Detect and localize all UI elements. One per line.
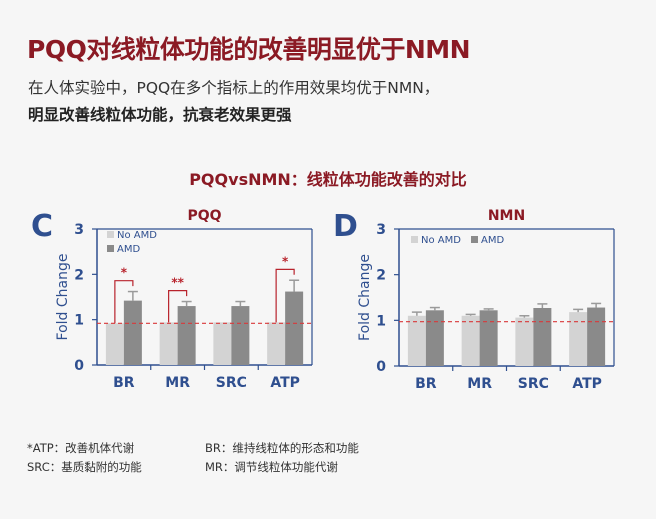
x-tick-label: BR xyxy=(113,375,135,391)
bar-amd xyxy=(231,306,250,365)
legend-label: AMD xyxy=(117,244,140,255)
x-tick-label: MR xyxy=(467,376,492,392)
panel-title: NMN xyxy=(488,208,525,224)
y-tick-label: 0 xyxy=(74,358,84,374)
bar-amd xyxy=(587,307,606,366)
legend-swatch xyxy=(107,231,114,238)
comparison-title: PQQvsNMN：线粒体功能改善的对比 xyxy=(189,170,467,189)
bar-no-amd xyxy=(213,322,232,365)
y-tick-label: 3 xyxy=(74,222,84,238)
y-axis-label: Fold Change xyxy=(357,254,373,341)
x-tick-label: ATP xyxy=(270,375,300,391)
x-tick-label: SRC xyxy=(216,375,247,391)
significance-label: * xyxy=(121,266,128,280)
note-atp: *ATP：改善机体代谢 xyxy=(27,441,135,455)
panel-label: D xyxy=(333,209,358,244)
bar-no-amd xyxy=(569,312,588,366)
significance-label: ** xyxy=(171,276,184,290)
legend-label: No AMD xyxy=(117,230,157,241)
panel-label: C xyxy=(31,209,53,244)
bar-amd xyxy=(123,300,142,365)
bar-amd xyxy=(285,291,304,365)
significance-bracket xyxy=(275,268,295,323)
x-tick-label: ATP xyxy=(572,376,602,392)
significance-label: * xyxy=(282,254,289,268)
bar-amd xyxy=(479,310,498,366)
y-tick-label: 2 xyxy=(74,267,84,283)
bar-no-amd xyxy=(267,322,286,365)
significance-bracket xyxy=(168,290,188,323)
y-tick-label: 2 xyxy=(376,268,386,284)
y-tick-label: 1 xyxy=(376,313,386,329)
bar-amd xyxy=(425,310,444,366)
bar-amd xyxy=(533,308,552,366)
legend-swatch xyxy=(471,236,478,243)
significance-bracket xyxy=(114,280,134,324)
page-title: PQQ对线粒体功能的改善明显优于NMN xyxy=(27,35,471,64)
bar-no-amd xyxy=(515,317,534,366)
legend-label: No AMD xyxy=(421,235,461,246)
x-tick-label: SRC xyxy=(518,376,549,392)
bar-amd xyxy=(177,306,196,365)
y-tick-label: 3 xyxy=(376,222,386,238)
subtitle-line-1: 在人体实验中，PQQ在多个指标上的作用效果均优于NMN， xyxy=(28,79,440,97)
x-tick-label: MR xyxy=(165,375,190,391)
legend-swatch xyxy=(107,245,114,252)
bar-no-amd xyxy=(407,315,426,366)
note-mr: MR：调节线粒体功能代谢 xyxy=(205,460,338,474)
y-tick-label: 0 xyxy=(376,359,386,375)
bar-no-amd xyxy=(461,315,480,366)
x-tick-label: BR xyxy=(415,376,437,392)
y-axis-label: Fold Change xyxy=(55,254,71,341)
legend-label: AMD xyxy=(481,235,504,246)
subtitle-line-2: 明显改善线粒体功能，抗衰老效果更强 xyxy=(28,106,292,124)
note-src: SRC：基质黏附的功能 xyxy=(27,460,142,474)
note-br: BR：维持线粒体的形态和功能 xyxy=(205,441,359,455)
bar-no-amd xyxy=(105,323,124,365)
bar-no-amd xyxy=(159,322,178,365)
panel-title: PQQ xyxy=(187,208,221,224)
legend-swatch xyxy=(411,236,418,243)
y-tick-label: 1 xyxy=(74,313,84,329)
